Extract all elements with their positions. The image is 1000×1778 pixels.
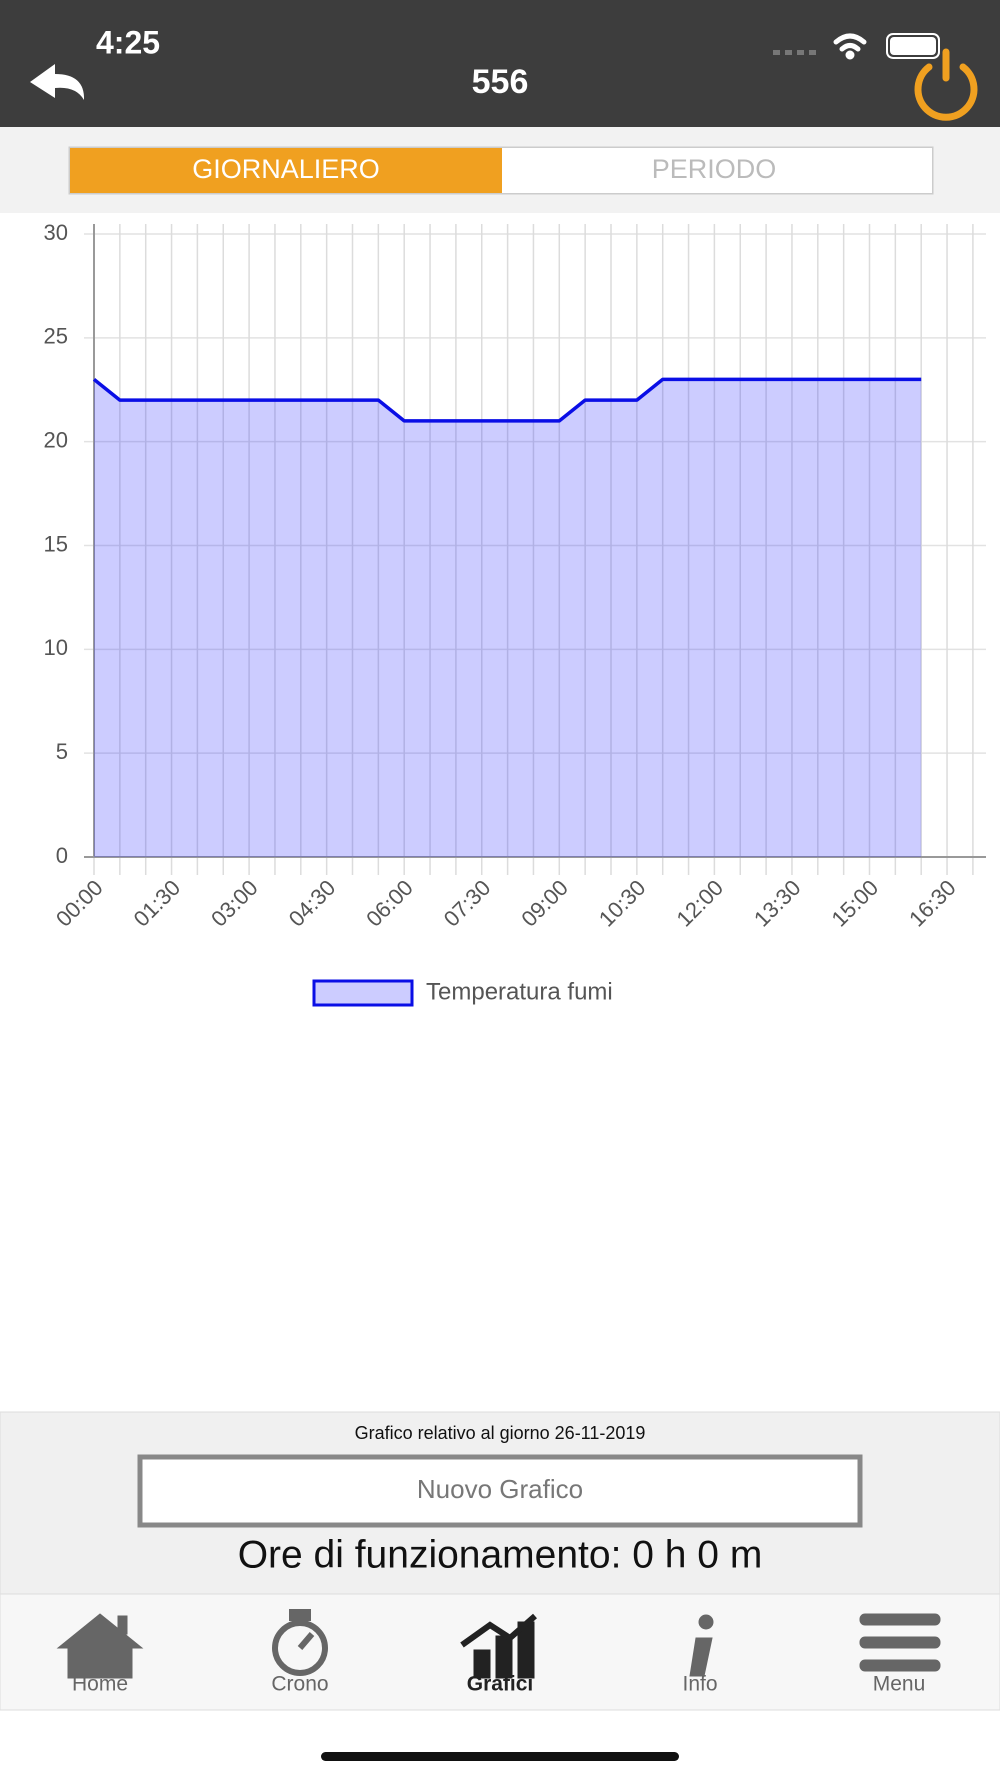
x-tick-label: 04:30 — [284, 875, 341, 932]
x-tick-label: 00:00 — [51, 875, 108, 932]
x-tick-label: 07:30 — [439, 875, 496, 932]
x-tick-label: 12:00 — [671, 875, 728, 932]
wifi-icon — [833, 33, 867, 60]
header-title: 556 — [472, 63, 529, 101]
x-tick-label: 10:30 — [594, 875, 651, 932]
tab[interactable] — [502, 148, 932, 193]
menu-icon[interactable] — [859, 1613, 941, 1672]
button-label[interactable]: Nuovo Grafico — [417, 1474, 583, 1504]
x-tick-label: 03:00 — [206, 875, 263, 932]
hours-text: Ore di funzionamento: 0 h 0 m — [238, 1533, 763, 1576]
x-tick-label: 09:00 — [516, 875, 573, 932]
x-tick-label: 06:00 — [361, 875, 418, 932]
date-note: Grafico relativo al giorno 26-11-2019 — [355, 1423, 646, 1443]
nav-label[interactable]: Menu — [873, 1673, 926, 1696]
header-bar — [0, 0, 1000, 127]
grafici-icon[interactable] — [460, 1613, 537, 1679]
battery-icon — [886, 33, 940, 59]
y-tick-label: 10 — [44, 635, 68, 660]
status-time: 4:25 — [96, 24, 160, 60]
power-button[interactable] — [914, 48, 978, 121]
home-icon[interactable] — [56, 1613, 144, 1679]
y-tick-label: 0 — [56, 843, 68, 868]
legend-swatch — [312, 979, 414, 1007]
signal-icon — [773, 50, 816, 55]
x-tick-label: 01:30 — [129, 875, 186, 932]
chart: 0 5 10 15 20 25 30 00:00 01:30 03:00 04:30 06:00 07:… — [44, 220, 986, 1007]
back-button[interactable] — [30, 64, 85, 100]
tab-label[interactable]: PERIODO — [652, 154, 777, 184]
y-tick-label: 30 — [44, 220, 68, 245]
info-icon[interactable] — [689, 1614, 714, 1677]
nav-label[interactable]: Grafici — [467, 1673, 534, 1696]
home-indicator — [321, 1752, 679, 1761]
new-chart-button[interactable] — [137, 1454, 863, 1528]
y-tick-label: 25 — [44, 324, 68, 349]
y-tick-label: 5 — [56, 739, 68, 764]
area — [94, 379, 922, 857]
battery-level — [890, 37, 936, 55]
tab-label[interactable]: GIORNALIERO — [192, 154, 380, 184]
nav-label[interactable]: Info — [682, 1673, 717, 1696]
x-tick-label: 15:00 — [827, 875, 884, 932]
x-tick-label: 16:30 — [904, 875, 961, 932]
line — [92, 377, 922, 423]
tab[interactable] — [70, 148, 502, 193]
y-tick-label: 20 — [44, 427, 68, 452]
y-tick-label: 15 — [44, 531, 68, 556]
nav-label[interactable]: Home — [72, 1673, 128, 1696]
nav-label[interactable]: Crono — [271, 1673, 328, 1696]
x-tick-label: 13:30 — [749, 875, 806, 932]
legend-label: Temperatura fumi — [426, 978, 613, 1005]
crono-icon[interactable] — [272, 1609, 328, 1676]
